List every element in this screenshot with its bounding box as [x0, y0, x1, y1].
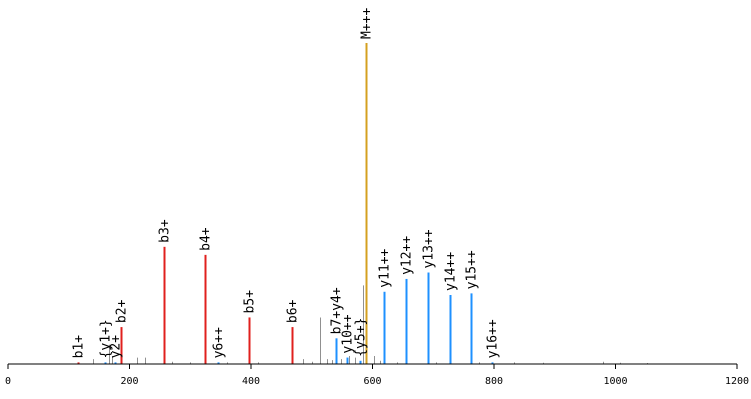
- peak-label: y6++: [212, 327, 227, 358]
- x-tick-label: 400: [242, 376, 260, 387]
- x-tick-label: 1200: [725, 376, 749, 387]
- peak-labels-layer: b1+ b2+ b3+ b4+ b5+ b6+ {y1+}y2+ y6++ b7+y4+y10+…: [72, 8, 501, 359]
- x-tick-label: 0: [5, 376, 11, 387]
- x-tick-label: 800: [485, 376, 503, 387]
- peak-label: b4+: [199, 227, 214, 251]
- peak-label: b1+: [72, 335, 87, 359]
- peak-label: y15++: [465, 250, 480, 289]
- x-tick-label: 600: [363, 376, 381, 387]
- x-tick-label: 1000: [603, 376, 627, 387]
- peak-label: y2+: [109, 335, 124, 359]
- x-tick-label: 200: [120, 376, 138, 387]
- x-axis-ticks: 0 200 400 600 800 1000 1200: [5, 364, 749, 387]
- peak-label: {y5+}: [354, 318, 369, 357]
- peak-label: b2+: [115, 299, 130, 323]
- peaks-layer: [77, 43, 648, 364]
- peak-label: b6+: [286, 299, 301, 323]
- peak-label: y10++: [341, 314, 356, 353]
- peak-label: b5+: [243, 290, 258, 314]
- peak-label: y11++: [378, 248, 393, 287]
- peak-label: M+++: [360, 8, 375, 39]
- peak-label: y16++: [486, 319, 501, 358]
- x-axis: 0 200 400 600 800 1000 1200: [5, 363, 749, 387]
- peak-label: y13++: [422, 229, 437, 268]
- peak-label: y14++: [444, 252, 459, 291]
- peak-label: {y1+}: [99, 319, 114, 358]
- peak-label: b7+y4+: [330, 287, 345, 334]
- peak-label: b3+: [158, 219, 173, 243]
- peak-label: y12++: [400, 236, 415, 275]
